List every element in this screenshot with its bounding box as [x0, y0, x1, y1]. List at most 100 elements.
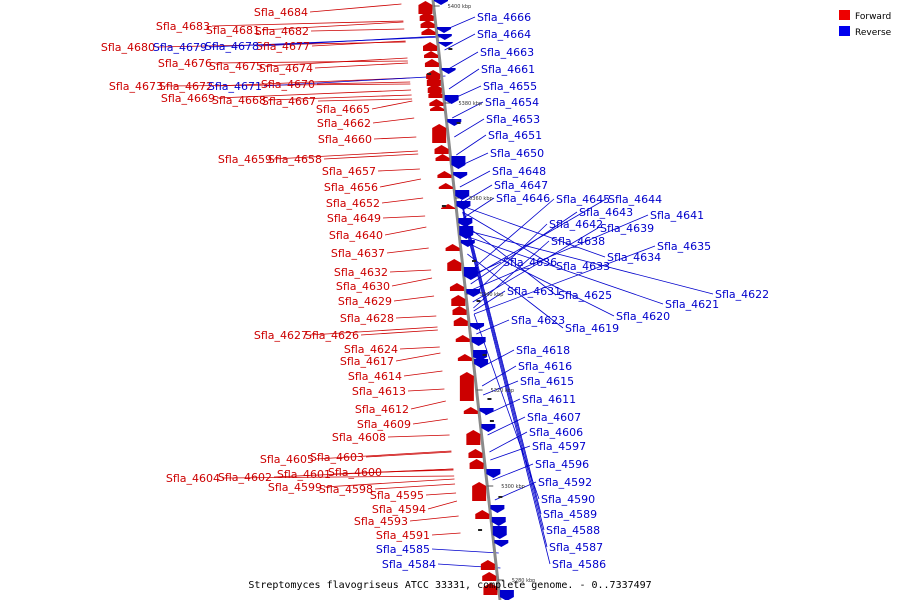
- reverse-gene-label: Sfla_4623: [511, 314, 565, 327]
- reverse-leader-line: [464, 229, 714, 295]
- forward-gene-arrow: [424, 59, 439, 67]
- forward-gene-label: Sfla_4674: [259, 62, 313, 75]
- gene-features: [418, 0, 514, 600]
- reverse-gene-arrow: [492, 526, 507, 539]
- reverse-leader-line: [461, 205, 606, 258]
- reverse-gene-arrow: [447, 119, 462, 126]
- scale-tick-label: 5380 kbp: [459, 101, 483, 107]
- reverse-leader-line: [469, 198, 555, 273]
- reverse-gene-arrow: [459, 226, 474, 239]
- forward-gene-label: Sfla_4665: [316, 103, 370, 116]
- forward-gene-label: Sfla_4658: [268, 153, 322, 166]
- forward-gene-label: Sfla_4667: [262, 95, 316, 108]
- forward-gene-arrow: [482, 572, 497, 581]
- forward-gene-label: Sfla_4626: [305, 329, 359, 342]
- forward-gene-arrow: [483, 583, 498, 595]
- reverse-gene-label: Sfla_4596: [535, 458, 589, 471]
- reverse-gene-label: Sfla_4650: [490, 147, 544, 160]
- reverse-gene-label: Sfla_4588: [546, 524, 600, 537]
- forward-leader-line: [317, 98, 413, 102]
- forward-gene-arrow: [427, 84, 442, 93]
- forward-leader-line: [372, 117, 415, 124]
- forward-gene-arrow: [451, 295, 466, 306]
- reverse-leader-line: [263, 75, 446, 87]
- reverse-gene-label: Sfla_4590: [541, 493, 595, 506]
- forward-gene-label: Sfla_4628: [340, 312, 394, 325]
- reverse-gene-label: Sfla_4638: [551, 235, 605, 248]
- reverse-gene-label: Sfla_4666: [477, 11, 531, 24]
- reverse-leader-line: [465, 235, 664, 305]
- forward-leader-line: [387, 434, 450, 438]
- reverse-gene-arrow: [466, 289, 481, 297]
- reverse-gene-label: Sfla_4618: [516, 344, 570, 357]
- forward-gene-label: Sfla_4613: [352, 385, 406, 398]
- forward-leader-line: [399, 346, 440, 350]
- reverse-gene-label: Sfla_4664: [477, 28, 531, 41]
- forward-gene-label: Sfla_4682: [255, 25, 309, 38]
- forward-leader-line: [412, 418, 448, 425]
- forward-gene-arrow: [452, 306, 467, 315]
- reverse-gene-arrow: [458, 218, 473, 227]
- forward-leader-line: [315, 450, 452, 460]
- reverse-leader-line: [471, 223, 548, 297]
- reverse-gene-label: Sfla_4584: [382, 558, 436, 571]
- forward-gene-label: Sfla_4637: [331, 247, 385, 260]
- forward-gene-label: Sfla_4670: [261, 78, 315, 91]
- forward-leader-line: [393, 295, 435, 302]
- forward-gene-label: Sfla_4604: [166, 472, 220, 485]
- reverse-leader-line: [454, 118, 485, 138]
- reverse-gene-label: Sfla_4635: [657, 240, 711, 253]
- forward-gene-arrow: [420, 20, 435, 28]
- reverse-gene-label: Sfla_4622: [715, 288, 769, 301]
- forward-gene-arrow: [426, 70, 441, 79]
- reverse-leader-line: [260, 35, 442, 47]
- forward-leader-line: [386, 247, 429, 254]
- reverse-gene-label: Sfla_4634: [607, 251, 661, 264]
- forward-gene-arrow: [447, 259, 462, 271]
- reverse-gene-arrow: [437, 27, 452, 33]
- forward-leader-line: [261, 21, 404, 31]
- reverse-leader-line: [446, 51, 479, 71]
- forward-leader-line: [311, 40, 406, 47]
- reverse-leader-line: [459, 170, 491, 188]
- forward-gene-arrow: [468, 449, 483, 458]
- reverse-gene-arrow: [471, 337, 486, 346]
- reverse-gene-label: Sfla_4607: [527, 411, 581, 424]
- reverse-gene-label: Sfla_4646: [496, 192, 550, 205]
- forward-gene-label: Sfla_4601: [277, 468, 331, 481]
- forward-gene-label: Sfla_4675: [209, 60, 263, 73]
- misc-feature-mark: [487, 398, 492, 400]
- forward-gene-label: Sfla_4677: [256, 40, 310, 53]
- forward-gene-label: Sfla_4614: [348, 370, 402, 383]
- reverse-gene-label: Sfla_4648: [492, 165, 546, 178]
- misc-feature-mark: [427, 73, 432, 75]
- reverse-gene-arrow: [474, 359, 489, 368]
- scale-ticks: 5400 kbp 5380 kbp 5360 kbp 5340 kbp 5320 kbp…: [433, 4, 536, 584]
- misc-feature-mark: [476, 300, 481, 302]
- legend-forward-swatch: [839, 10, 850, 20]
- forward-gene-label: Sfla_4608: [332, 431, 386, 444]
- label-leaders: [156, 3, 714, 569]
- reverse-gene-arrow: [441, 68, 456, 74]
- reverse-gene-label: Sfla_4644: [608, 193, 662, 206]
- reverse-gene-arrow: [481, 424, 496, 432]
- forward-gene-arrow: [430, 105, 445, 111]
- scale-tick-label: 5280 kbp: [512, 578, 536, 584]
- forward-gene-arrow: [418, 1, 433, 14]
- forward-gene-arrow: [449, 283, 464, 291]
- reverse-leader-line: [208, 36, 442, 48]
- reverse-gene-arrow: [438, 42, 453, 47]
- forward-gene-label: Sfla_4594: [372, 503, 426, 516]
- forward-leader-line: [410, 400, 446, 410]
- forward-gene-label: Sfla_4668: [212, 94, 266, 107]
- forward-gene-arrow: [438, 183, 453, 189]
- forward-leader-line: [431, 532, 461, 536]
- forward-gene-arrow: [453, 317, 468, 326]
- forward-leader-line: [371, 100, 413, 110]
- misc-feature-mark: [489, 420, 494, 422]
- forward-leader-line: [425, 492, 457, 496]
- reverse-gene-label: Sfla_4616: [518, 360, 572, 373]
- misc-feature-mark: [456, 122, 461, 124]
- misc-feature-mark: [498, 496, 503, 498]
- reverse-leader-line: [444, 33, 476, 51]
